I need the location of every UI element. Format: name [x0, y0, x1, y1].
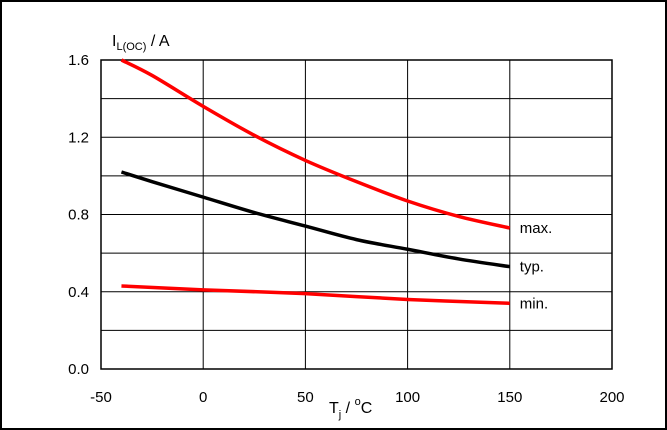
series-line-min [121, 284, 510, 306]
series-group [120, 58, 511, 306]
plot-area [100, 59, 613, 370]
y-axis-title: IL(OC) / A [112, 33, 170, 53]
x-tick-label: 0 [199, 389, 207, 406]
tick-labels: -50 0 50 100 150 200 0.0 0.4 0.8 1.2 1.6 [68, 52, 624, 406]
y-tick-label: 1.2 [68, 129, 89, 146]
y-tick-label: 0.4 [68, 284, 89, 301]
series-label-typ: typ. [520, 259, 544, 276]
series-label-max: max. [520, 220, 553, 237]
series-labels: max. typ. min. [520, 220, 553, 312]
series-line-max [120, 58, 511, 230]
x-tick-label: 50 [297, 389, 314, 406]
x-tick-label: 100 [395, 389, 420, 406]
x-tick-label: 150 [497, 389, 522, 406]
x-tick-label: 200 [599, 389, 624, 406]
y-tick-label: 1.6 [68, 52, 89, 69]
series-line-typ [120, 170, 511, 269]
y-tick-label: 0.8 [68, 207, 89, 224]
series-label-min: min. [520, 295, 548, 312]
x-axis-title: Tj / oC [329, 396, 372, 421]
y-tick-label: 0.0 [68, 361, 89, 378]
x-tick-label: -50 [90, 389, 112, 406]
